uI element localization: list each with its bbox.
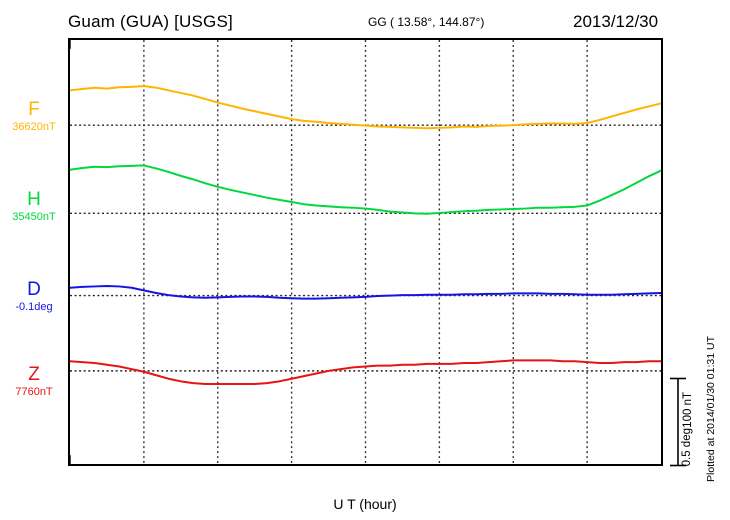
trace-baseline-h: 35450nT [12,211,56,223]
trace-label-h: H 35450nT [4,190,64,224]
trace-baseline-d: -0.1deg [15,301,53,313]
trace-label-z: Z 7760nT [4,365,64,399]
x-axis-title: U T (hour) [333,496,397,512]
scale-bar-caption: 100 nT 0.5 deg [681,392,694,467]
plotted-at-timestamp: Plotted at 2014/01/30 01:31 UT [705,336,717,482]
trace-d [70,285,661,300]
trace-key-h: H [27,189,41,210]
trace-baseline-f: 36620nT [12,121,56,133]
trace-z [70,359,661,385]
magnetogram-plot-area [68,38,663,466]
page-title: Guam (GUA) [USGS] [68,12,233,31]
trace-h [70,164,661,215]
trace-baseline-z: 7760nT [15,386,53,398]
trace-key-f: F [28,99,40,120]
scale-bar-icon [670,377,686,467]
magnetogram-svg [70,40,661,464]
trace-f [70,84,661,130]
trace-label-f: F 36620nT [4,100,64,134]
trace-key-z: Z [28,364,40,385]
trace-key-d: D [27,279,41,300]
scale-value-nt: 100 nT [682,392,694,428]
observation-date: 2013/12/30 [573,12,659,31]
scale-value-deg: 0.5 deg [681,427,693,467]
geographic-coordinates: GG ( 13.58°, 144.87°) [368,15,485,29]
trace-label-d: D -0.1deg [4,280,64,314]
